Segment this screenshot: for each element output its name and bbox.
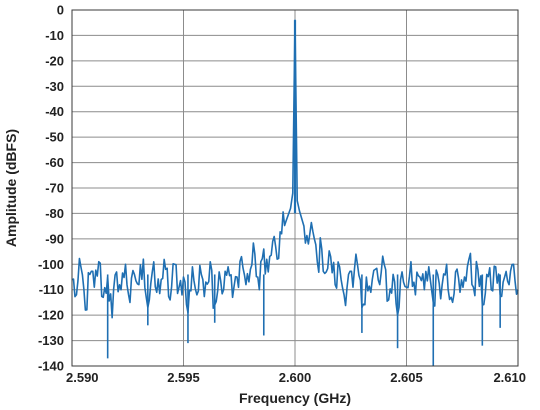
y-tick-label: -30 [45, 79, 64, 94]
y-tick-label: -50 [45, 130, 64, 145]
x-axis-title: Frequency (GHz) [239, 390, 351, 406]
series-layer [71, 19, 519, 366]
y-tick-label: -100 [38, 257, 64, 272]
y-tick-label: 0 [57, 3, 64, 18]
x-tick-label: 2.595 [167, 370, 200, 385]
y-tick-label: -130 [38, 333, 64, 348]
y-tick-label: -140 [38, 359, 64, 374]
x-tick-labels: 2.590 2.595 2.600 2.605 2.610 [66, 370, 526, 385]
y-tick-labels: 0 -10 -20 -30 -40 -50 -60 -70 -80 -90 -100 -110 -120… [38, 3, 64, 374]
x-tick-label: 2.590 [66, 370, 99, 385]
plot-frame [71, 9, 519, 367]
x-tick-label: 2.610 [493, 370, 526, 385]
y-tick-label: -10 [45, 28, 64, 43]
y-tick-label: -70 [45, 181, 64, 196]
y-tick-label: -20 [45, 53, 64, 68]
y-tick-label: -80 [45, 206, 64, 221]
y-tick-label: -110 [39, 282, 64, 297]
y-tick-label: -120 [38, 308, 64, 323]
y-tick-label: -40 [45, 104, 64, 119]
y-tick-label: -60 [45, 155, 64, 170]
y-tick-label: -90 [45, 231, 64, 246]
y-axis-title: Amplitude (dBFS) [3, 129, 19, 247]
series-line [71, 19, 519, 319]
x-tick-label: 2.600 [279, 370, 312, 385]
x-tick-label: 2.605 [390, 370, 423, 385]
